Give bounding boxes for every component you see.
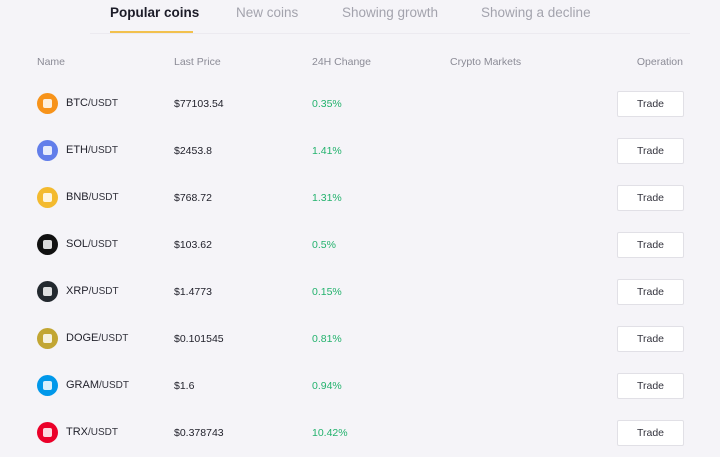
- coin-row: ETH/USDT $2453.8 1.41% Trade: [0, 128, 720, 175]
- column-header: Last Price: [174, 56, 221, 68]
- coin-icon: [37, 281, 58, 302]
- coin-icon: [37, 375, 58, 396]
- coin-row: BNB/USDT $768.72 1.31% Trade: [0, 175, 720, 222]
- pair-name: ETH/USDT: [66, 144, 118, 156]
- base-symbol: DOGE: [66, 332, 99, 344]
- tab[interactable]: Popular coins: [110, 5, 200, 20]
- tab[interactable]: New coins: [236, 5, 299, 20]
- coin-row: DOGE/USDT $0.101545 0.81% Trade: [0, 316, 720, 363]
- column-header: Crypto Markets: [450, 56, 522, 68]
- pair-name: BTC/USDT: [66, 97, 118, 109]
- change-24h: 0.5%: [312, 239, 336, 251]
- pair-name: SOL/USDT: [66, 238, 118, 250]
- trade-button[interactable]: Trade: [617, 279, 684, 305]
- last-price: $768.72: [174, 192, 212, 204]
- change-24h: 1.31%: [312, 192, 342, 204]
- coin-row: GRAM/USDT $1.6 0.94% Trade: [0, 363, 720, 410]
- base-symbol: XRP: [66, 285, 89, 297]
- quote-symbol: /USDT: [98, 333, 129, 344]
- change-24h: 0.15%: [312, 286, 342, 298]
- change-24h: 10.42%: [312, 427, 348, 439]
- trade-button[interactable]: Trade: [617, 138, 684, 164]
- last-price: $1.4773: [174, 286, 212, 298]
- base-symbol: TRX: [66, 426, 88, 438]
- coin-icon: [37, 93, 58, 114]
- last-price: $77103.54: [174, 98, 224, 110]
- trade-button[interactable]: Trade: [617, 420, 684, 446]
- base-symbol: SOL: [66, 238, 89, 250]
- coin-icon: [37, 234, 58, 255]
- quote-symbol: /USDT: [88, 145, 118, 156]
- coin-icon: [37, 328, 58, 349]
- last-price: $0.101545: [174, 333, 224, 345]
- trade-button[interactable]: Trade: [617, 326, 684, 352]
- tabs-divider: [90, 33, 690, 34]
- base-symbol: BTC: [66, 97, 88, 109]
- last-price: $0.378743: [174, 427, 224, 439]
- last-price: $1.6: [174, 380, 195, 392]
- quote-symbol: /USDT: [99, 380, 129, 391]
- last-price: $2453.8: [174, 145, 212, 157]
- tab[interactable]: Showing growth: [342, 5, 439, 20]
- trade-button[interactable]: Trade: [617, 232, 684, 258]
- pair-name: DOGE/USDT: [66, 332, 128, 344]
- active-tab-indicator: [110, 31, 193, 33]
- coin-row: TRX/USDT $0.378743 10.42% Trade: [0, 410, 720, 457]
- quote-symbol: /USDT: [88, 239, 119, 250]
- change-24h: 0.35%: [312, 98, 342, 110]
- coin-icon: [37, 187, 58, 208]
- quote-symbol: /USDT: [88, 427, 118, 438]
- change-24h: 0.94%: [312, 380, 342, 392]
- quote-symbol: /USDT: [88, 286, 119, 297]
- pair-name: TRX/USDT: [66, 426, 118, 438]
- column-header: 24H Change: [312, 56, 371, 68]
- coin-row: SOL/USDT $103.62 0.5% Trade: [0, 222, 720, 269]
- base-symbol: GRAM: [66, 379, 99, 391]
- trade-button[interactable]: Trade: [617, 373, 684, 399]
- change-24h: 1.41%: [312, 145, 342, 157]
- coin-icon: [37, 140, 58, 161]
- base-symbol: BNB: [66, 191, 89, 203]
- quote-symbol: /USDT: [88, 98, 118, 109]
- pair-name: BNB/USDT: [66, 191, 119, 203]
- column-header: Operation: [636, 56, 683, 68]
- coin-icon: [37, 422, 58, 443]
- coin-row: XRP/USDT $1.4773 0.15% Trade: [0, 269, 720, 316]
- coin-row: BTC/USDT $77103.54 0.35% Trade: [0, 81, 720, 128]
- change-24h: 0.81%: [312, 333, 342, 345]
- last-price: $103.62: [174, 239, 212, 251]
- base-symbol: ETH: [66, 144, 88, 156]
- pair-name: GRAM/USDT: [66, 379, 129, 391]
- tab[interactable]: Showing a decline: [481, 5, 591, 20]
- quote-symbol: /USDT: [88, 192, 119, 203]
- trade-button[interactable]: Trade: [617, 185, 684, 211]
- trade-button[interactable]: Trade: [617, 91, 684, 117]
- pair-name: XRP/USDT: [66, 285, 119, 297]
- column-header: Name: [37, 56, 66, 68]
